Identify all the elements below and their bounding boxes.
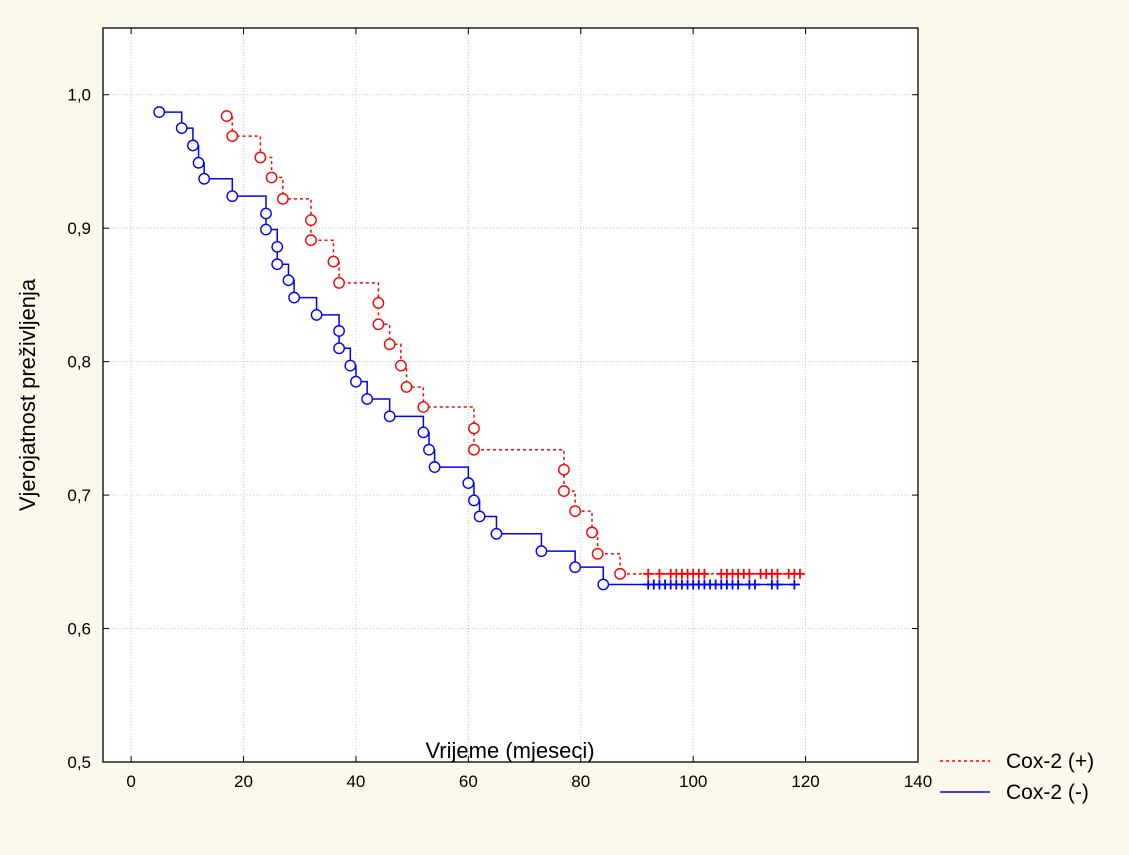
- event-marker: [265, 171, 278, 184]
- event-marker: [423, 443, 435, 456]
- x-tick-label: 60: [459, 772, 478, 791]
- event-marker: [220, 110, 233, 122]
- event-marker: [333, 276, 345, 289]
- censored-marker: [794, 568, 805, 579]
- censored-marker: [789, 579, 800, 590]
- x-tick-label: 100: [679, 772, 707, 791]
- event-marker: [305, 234, 317, 247]
- censored-marker: [772, 568, 783, 579]
- event-marker: [372, 297, 385, 309]
- event-marker: [591, 547, 604, 560]
- y-axis-label: Vjerojatnost preživljenja: [15, 278, 40, 511]
- event-marker: [175, 122, 188, 134]
- event-marker: [310, 309, 323, 321]
- event-marker: [535, 545, 548, 558]
- event-marker: [462, 477, 475, 489]
- event-marker: [569, 561, 582, 574]
- event-marker: [282, 274, 295, 287]
- censored-marker: [643, 568, 654, 579]
- series-cox2-positive: [220, 110, 806, 580]
- event-marker: [569, 505, 582, 518]
- event-marker: [417, 426, 430, 439]
- event-marker: [254, 151, 267, 164]
- ticks: 0 20 40 60 80 100 120 140 0,5 0,6 0,7 0,8 0,9 1,0: [67, 28, 932, 791]
- y-tick-label: 0,5: [67, 753, 91, 772]
- legend-label: Cox-2 (-): [1006, 781, 1089, 804]
- event-marker: [226, 190, 239, 203]
- event-marker: [333, 325, 345, 337]
- plot-background: [103, 28, 918, 762]
- event-marker: [468, 422, 480, 435]
- censored-marker: [772, 579, 783, 590]
- event-marker: [271, 258, 284, 271]
- event-marker: [226, 130, 239, 142]
- censored-marker: [733, 579, 744, 590]
- event-marker: [394, 359, 407, 372]
- y-tick-label: 1,0: [67, 86, 91, 105]
- legend: Cox-2 (+) Cox-2 (-): [940, 750, 1094, 804]
- x-tick-label: 140: [904, 772, 932, 791]
- event-marker: [557, 463, 570, 476]
- event-marker: [260, 223, 272, 236]
- event-marker: [468, 494, 480, 507]
- event-marker: [344, 359, 357, 372]
- event-marker: [276, 192, 289, 205]
- x-tick-label: 80: [571, 772, 590, 791]
- event-marker: [350, 375, 362, 388]
- event-marker: [361, 393, 374, 405]
- event-marker: [597, 578, 610, 591]
- event-marker: [153, 106, 166, 118]
- event-marker: [490, 527, 503, 540]
- event-marker: [192, 156, 205, 169]
- x-tick-label: 120: [791, 772, 819, 791]
- censored-marker: [699, 568, 710, 579]
- event-marker: [271, 240, 284, 253]
- y-tick-label: 0,6: [67, 620, 91, 639]
- y-tick-label: 0,9: [67, 219, 91, 238]
- event-marker: [288, 291, 301, 304]
- event-marker: [473, 510, 486, 523]
- x-tick-label: 20: [234, 772, 253, 791]
- event-marker: [198, 172, 211, 185]
- series-cox2-negative: [153, 106, 800, 591]
- event-marker: [383, 410, 396, 423]
- plot-frame: [102, 27, 919, 763]
- x-tick-label: 40: [346, 772, 365, 791]
- event-marker: [333, 342, 345, 355]
- series-layer: [153, 106, 806, 591]
- event-marker: [417, 401, 430, 413]
- legend-label: Cox-2 (+): [1006, 750, 1094, 773]
- y-tick-label: 0,7: [67, 486, 91, 505]
- event-marker: [187, 139, 199, 152]
- x-tick-label: 0: [126, 772, 135, 791]
- event-marker: [586, 526, 598, 539]
- event-marker: [372, 318, 385, 331]
- event-marker: [468, 443, 480, 456]
- censored-marker: [654, 568, 665, 579]
- event-marker: [614, 567, 627, 580]
- event-marker: [428, 461, 441, 473]
- event-marker: [400, 381, 413, 393]
- y-tick-label: 0,8: [67, 353, 91, 372]
- censored-marker: [750, 579, 760, 590]
- event-marker: [327, 255, 340, 268]
- censored-marker: [744, 568, 755, 579]
- event-marker: [260, 207, 272, 220]
- event-marker: [557, 485, 570, 497]
- event-marker: [383, 338, 396, 351]
- x-axis-label: Vrijeme (mjeseci): [425, 738, 594, 763]
- event-marker: [305, 214, 317, 227]
